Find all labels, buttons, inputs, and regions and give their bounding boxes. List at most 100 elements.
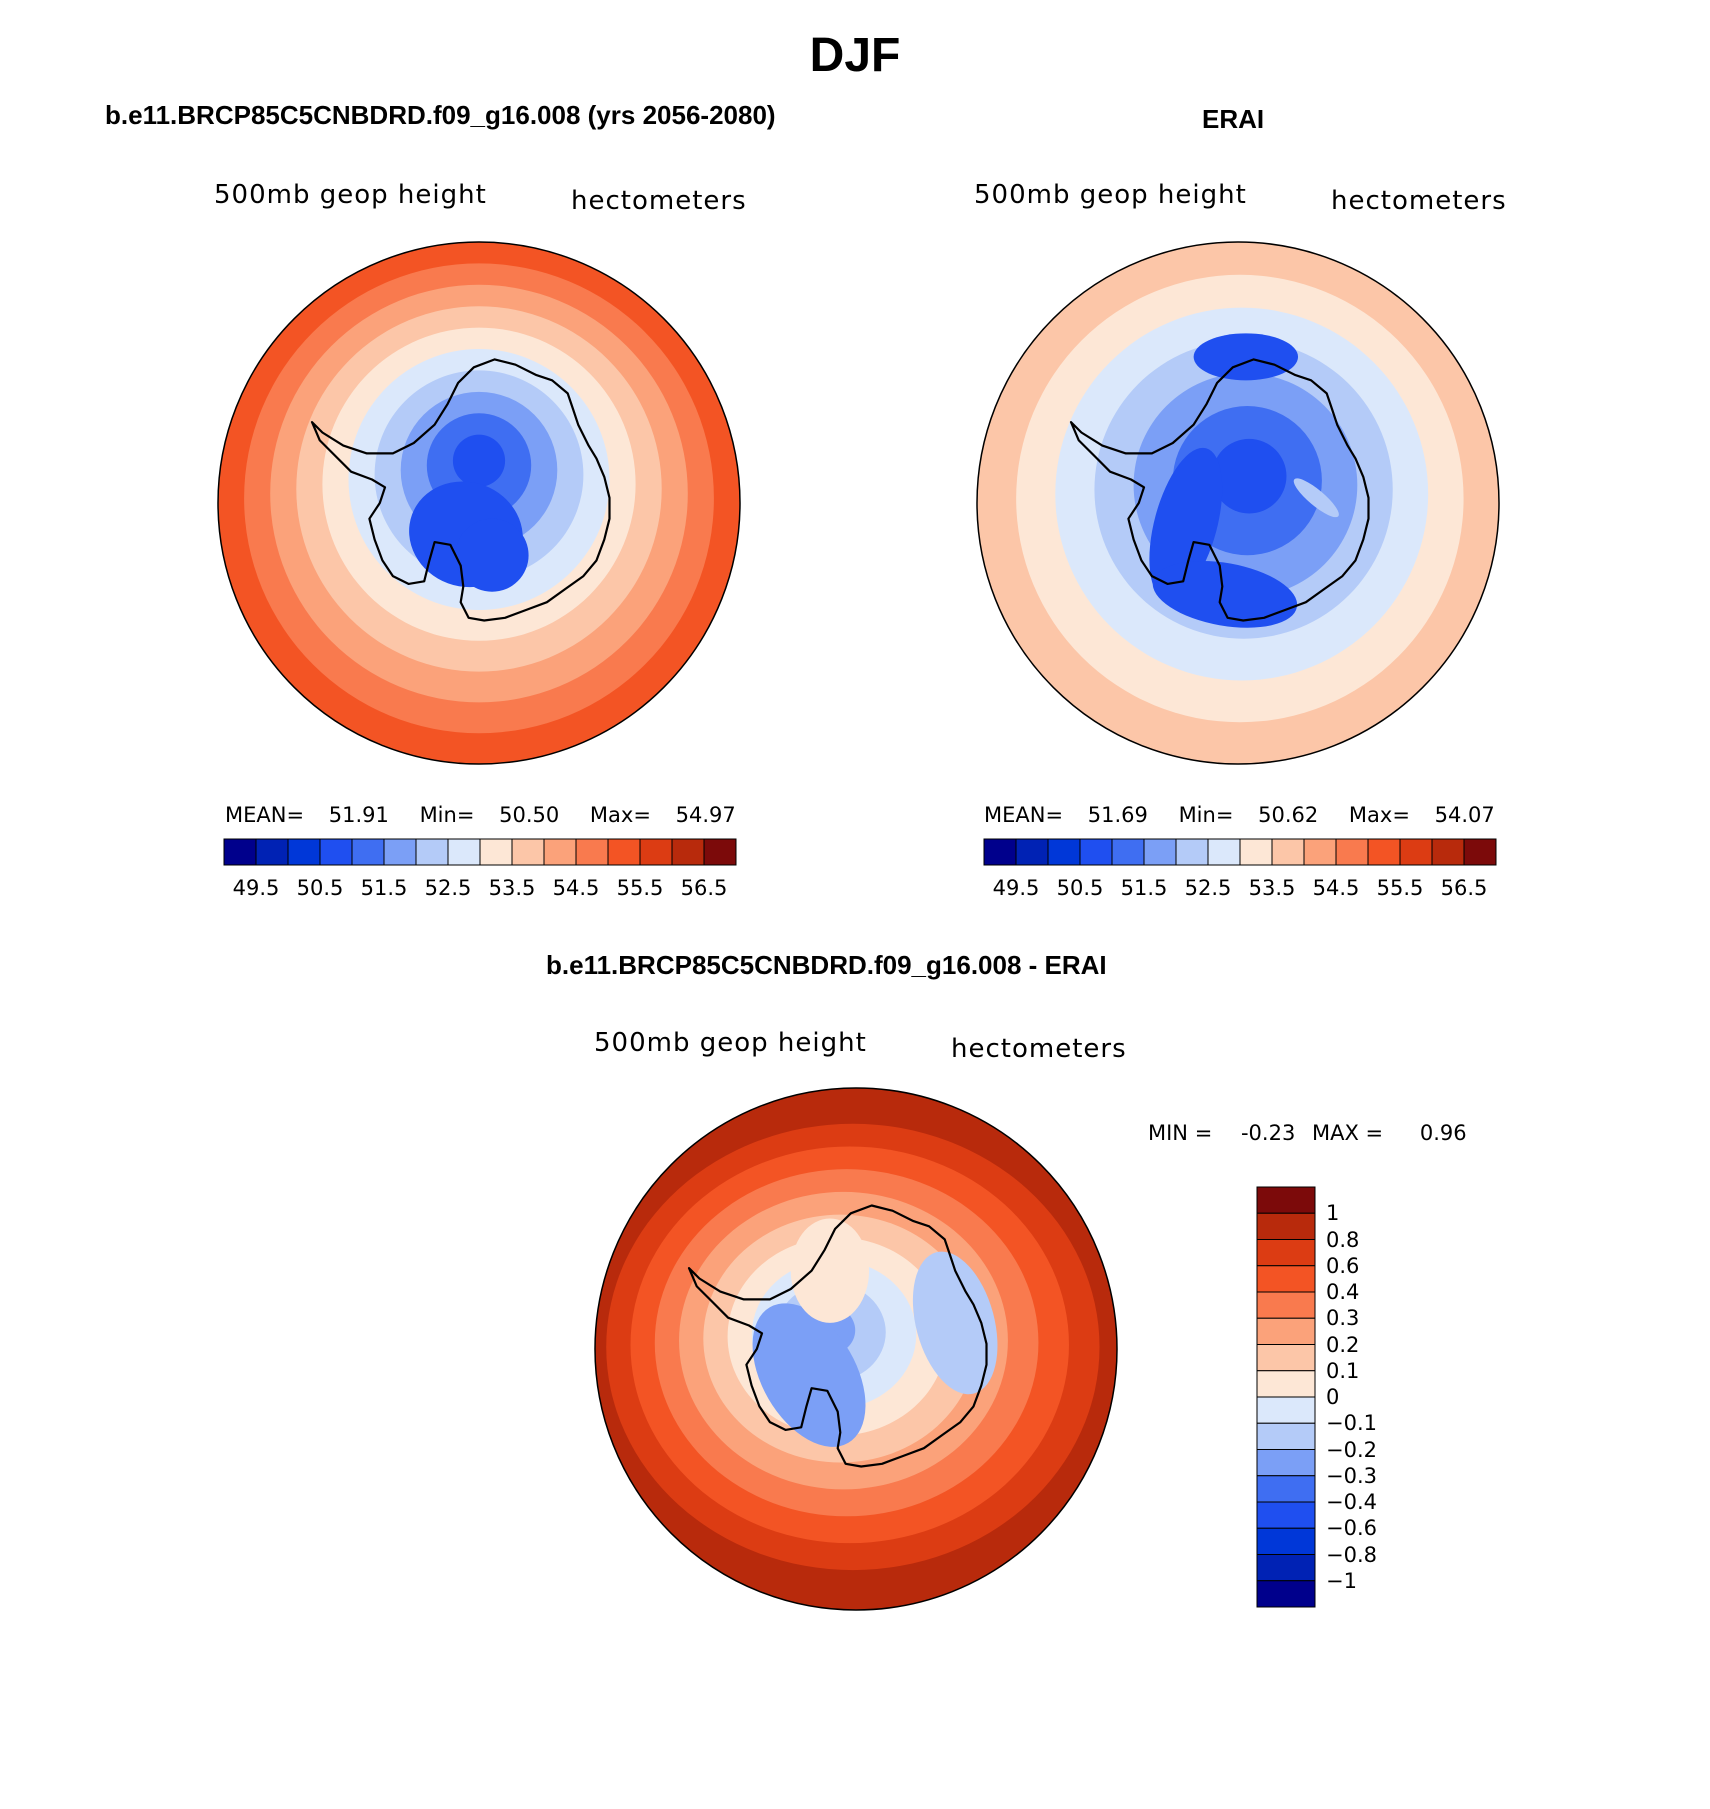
panel3-colorbar-box — [1256, 1212, 1316, 1240]
panel2-mean-label: MEAN= — [984, 803, 1064, 827]
panel1-mean-label: MEAN= — [225, 803, 305, 827]
panel2-colorbar-tick-label: 51.5 — [1120, 876, 1168, 900]
panel1-contour-band — [244, 263, 714, 734]
panel1-colorbar-box — [511, 838, 545, 866]
panel3-colorbar-tick-label: −0.1 — [1326, 1411, 1377, 1436]
panel2-colorbar-tick-label: 53.5 — [1248, 876, 1296, 900]
panel3-colorbar-tick-label: 0.1 — [1326, 1358, 1360, 1383]
panel1-stats: MEAN= 51.91 Min= 50.50 Max= 54.97 — [225, 803, 736, 827]
panel1-colorbar-tick-label: 56.5 — [680, 876, 728, 900]
panel2-units: hectometers — [1331, 186, 1507, 216]
panel3-colorbar-tick-label: −0.6 — [1326, 1516, 1377, 1541]
panel2-max-value: 54.07 — [1434, 803, 1495, 827]
panel3-contour-band — [654, 1169, 1039, 1517]
panel1-colorbar-tick-label: 52.5 — [424, 876, 472, 900]
panel3-colorbar-tick-label: 1 — [1326, 1201, 1340, 1226]
panel1-contour-band — [218, 242, 740, 764]
panel1-colorbar — [223, 838, 737, 866]
panel3-map-group — [594, 1087, 1118, 1611]
panel1-colorbar-tick-label: 49.5 — [232, 876, 280, 900]
panel1-contour-band — [409, 481, 523, 588]
panel1-colorbar-box — [607, 838, 641, 866]
panel1-contour-band — [322, 327, 636, 641]
panel2-colorbar — [983, 838, 1497, 866]
panel2-min-value: 50.62 — [1258, 803, 1319, 827]
panel3-coastline — [687, 1204, 988, 1468]
panel3-map-border — [594, 1087, 1118, 1611]
panel3-min-label: MIN = — [1148, 1121, 1213, 1145]
panel2-colorbar-box — [1399, 838, 1433, 866]
panel1-colorbar-tick-label: 54.5 — [552, 876, 600, 900]
panel1-max-label: Max= — [589, 803, 651, 827]
panel3-min-value: -0.23 — [1240, 1121, 1296, 1145]
panel2-colorbar-box — [1367, 838, 1401, 866]
panel2-colorbar-box — [1143, 838, 1177, 866]
panel2-contour-band — [1016, 274, 1464, 723]
panel3-stats: MIN = -0.23 MAX = 0.96 — [1148, 1121, 1467, 1145]
panel2-colorbar-box — [1015, 838, 1049, 866]
panel3-contour-band — [790, 1218, 870, 1323]
panel2-variable: 500mb geop height — [974, 180, 1247, 210]
panel3-title: b.e11.BRCP85C5CNBDRD.f09_g16.008 - ERAI — [546, 950, 1107, 980]
panel3-colorbar — [1256, 1186, 1316, 1608]
panel2-colorbar-box — [1175, 838, 1209, 866]
panel1-min-label: Min= — [419, 803, 475, 827]
panel3-contour-band — [727, 1237, 947, 1436]
panel3-colorbar-box — [1256, 1291, 1316, 1319]
panel2-contour-band — [977, 242, 1499, 764]
panel1-colorbar-box — [575, 838, 609, 866]
panel3-contour-band — [595, 1088, 1117, 1610]
panel3-colorbar-tick-label: 0.2 — [1326, 1332, 1360, 1357]
panel2-mean-value: 51.69 — [1087, 803, 1148, 827]
panel2-contour-band — [1152, 560, 1298, 628]
panel3-colorbar-tick-label: −0.4 — [1326, 1490, 1377, 1514]
panel1-contour-band — [426, 413, 532, 518]
panel1-colorbar-box — [671, 838, 705, 866]
panel2-colorbar-tick-label: 55.5 — [1376, 876, 1424, 900]
figure-title: DJF — [809, 29, 901, 82]
panel3-colorbar-tick-label: −1 — [1326, 1568, 1357, 1593]
panel2-map-group — [976, 241, 1500, 765]
panel3-colorbar-tick-label: 0.3 — [1326, 1306, 1360, 1331]
panel3-colorbar-tick-label: 0 — [1326, 1385, 1340, 1409]
panel2-colorbar-box — [1239, 838, 1273, 866]
panel2-colorbar-box — [1047, 838, 1081, 866]
panel2-colorbar-tick-label: 49.5 — [992, 876, 1040, 900]
panel2-colorbar-box — [983, 838, 1017, 866]
panel2-colorbar-tick-label: 56.5 — [1440, 876, 1488, 900]
panel2-contour-band — [1293, 478, 1339, 518]
panel3-colorbar-box — [1256, 1554, 1316, 1582]
panel2-contour-band — [1193, 333, 1299, 381]
panel2-map-border — [976, 241, 1500, 765]
panel1-contour-band — [348, 349, 610, 611]
panel3-colorbar-tick-label: −0.2 — [1326, 1437, 1377, 1462]
panel1-colorbar-box — [447, 838, 481, 866]
panel3-max-label: MAX = — [1312, 1121, 1384, 1145]
panel2-contour-band — [1149, 447, 1223, 600]
panel2-colorbar-tick-label: 50.5 — [1056, 876, 1104, 900]
panel2-colorbar-box — [1207, 838, 1241, 866]
panel2-colorbar-box — [1079, 838, 1113, 866]
panel2-colorbar-tick-label: 54.5 — [1312, 876, 1360, 900]
panel3-colorbar-box — [1256, 1580, 1316, 1608]
panel1-colorbar-tick-label: 53.5 — [488, 876, 536, 900]
panel2-title: ERAI — [1202, 104, 1265, 134]
panel3-contour-band — [606, 1123, 1100, 1571]
panel3-variable: 500mb geop height — [594, 1028, 867, 1058]
panel1-map-border — [217, 241, 741, 765]
panel3-contour-band — [630, 1146, 1069, 1544]
panel1-units: hectometers — [571, 186, 747, 216]
panel1-colorbar-box — [415, 838, 449, 866]
panel1-variable: 500mb geop height — [214, 180, 487, 210]
panel1-coastline — [310, 358, 611, 622]
panel2-contour-band — [1172, 406, 1322, 556]
panel3-colorbar-box — [1256, 1370, 1316, 1398]
panel2-colorbar-box — [1271, 838, 1305, 866]
panel1-colorbar-box — [287, 838, 321, 866]
panel1-colorbar-box — [351, 838, 385, 866]
panel2-colorbar-box — [1335, 838, 1369, 866]
panel3-colorbar-box — [1256, 1422, 1316, 1450]
panel1-contour-band — [374, 370, 584, 580]
panel1-contour-band — [455, 518, 529, 592]
panel3-colorbar-box — [1256, 1396, 1316, 1424]
